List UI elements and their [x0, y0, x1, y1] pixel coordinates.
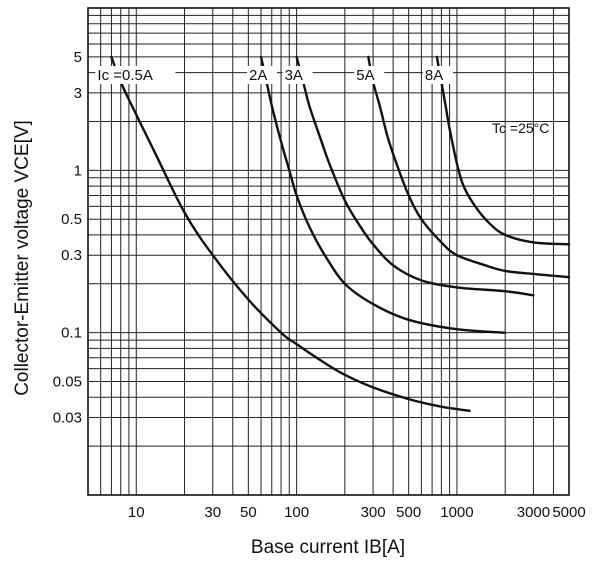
series-line-0 [110, 55, 471, 412]
y-tick-label: 0.1 [61, 325, 82, 342]
y-tick-label: 1 [74, 162, 82, 179]
x-tick-label: 100 [284, 504, 309, 521]
series-label-4: 8A [425, 67, 443, 84]
series-label-bg [282, 66, 313, 84]
x-tick-label: 3000 [517, 504, 550, 521]
series-line-4 [435, 55, 571, 246]
x-tick-label: 5000 [552, 504, 585, 521]
y-tick-label: 0.5 [61, 211, 82, 228]
x-tick-label: 500 [396, 504, 421, 521]
x-tick-label: 50 [240, 504, 257, 521]
series-label-0: Ic =0.5A [97, 67, 152, 84]
series-label-2: 3A [285, 67, 303, 84]
grid [88, 8, 569, 495]
y-axis-title: Collector-Emitter voltage VCE[V] [12, 120, 33, 396]
series-label-1: 2A [249, 67, 267, 84]
y-tick-label: 3 [74, 85, 82, 102]
tick-labels: 10 30 50 100 300 500 1000 3000 5000 5 3 1 0.5 0.3 0.1 0… [53, 49, 586, 521]
y-tick-label: 0.03 [53, 410, 82, 427]
series-label-bg [247, 66, 278, 84]
series-label-bg [354, 66, 385, 84]
temperature-annotation: Tc =25°C [492, 120, 549, 136]
series-label-bg [95, 66, 176, 84]
y-tick-label: 0.05 [53, 374, 82, 391]
curves [110, 55, 571, 412]
x-tick-label: 1000 [440, 504, 473, 521]
series-label-3: 5A [356, 67, 374, 84]
series-labels: Ic =0.5A 2A 3A 5A 8A [95, 66, 453, 84]
x-tick-label: 30 [204, 504, 221, 521]
x-axis-title: Base current IB[A] [251, 537, 405, 558]
x-tick-label: 10 [128, 504, 145, 521]
y-tick-label: 0.3 [61, 247, 82, 264]
series-line-3 [367, 55, 571, 279]
series-label-bg [422, 66, 453, 84]
series-line-2 [295, 55, 535, 297]
series-line-1 [259, 55, 507, 334]
y-tick-label: 5 [74, 49, 82, 66]
plot-frame [87, 7, 570, 496]
x-tick-label: 300 [361, 504, 386, 521]
